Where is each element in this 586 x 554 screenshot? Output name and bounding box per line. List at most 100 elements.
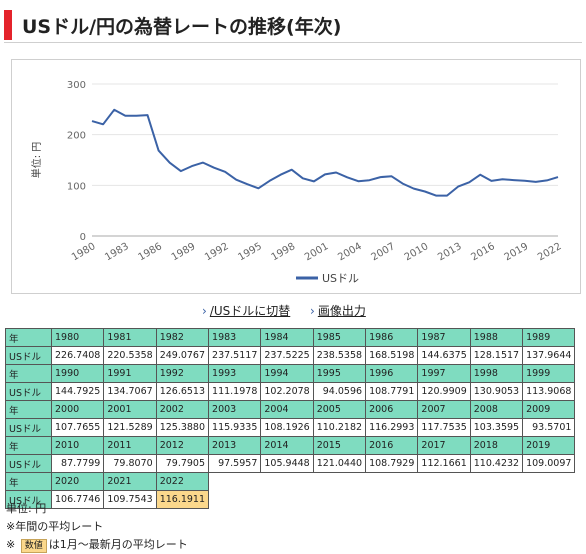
latest-rate-cell: 116.1911 bbox=[155, 490, 210, 509]
year-cell: 1997 bbox=[417, 364, 471, 383]
x-tick-label: 1989 bbox=[170, 241, 198, 263]
x-tick-label: 2022 bbox=[536, 241, 564, 263]
rate-cell: 112.1661 bbox=[417, 454, 471, 473]
rate-cell: 128.1517 bbox=[469, 346, 524, 365]
data-point bbox=[311, 179, 316, 184]
rate-cell: 144.7925 bbox=[50, 382, 105, 401]
rate-cell: 121.5289 bbox=[103, 418, 157, 437]
year-cell: 2010 bbox=[50, 436, 105, 455]
rate-cell: 220.5358 bbox=[103, 346, 157, 365]
latest-note-prefix: ※ bbox=[6, 538, 16, 551]
data-point bbox=[178, 169, 183, 174]
year-cell: 1980 bbox=[50, 328, 105, 347]
currency-row-label: USドル bbox=[5, 454, 52, 473]
year-cell: 2021 bbox=[103, 472, 157, 491]
empty-cell bbox=[470, 473, 522, 491]
data-point bbox=[123, 113, 128, 118]
data-point bbox=[145, 113, 150, 118]
table-year-row: 年 1990 1991 1992 1993 1994 1995 1996 1997 1998 199… bbox=[5, 364, 576, 383]
empty-cell bbox=[261, 473, 313, 491]
unit-note: 単位: 円 bbox=[6, 502, 47, 515]
year-cell: 1986 bbox=[365, 328, 419, 347]
year-cell: 2017 bbox=[417, 436, 471, 455]
latest-note: ※ 数値 は1月～最新月の平均レート bbox=[6, 536, 188, 554]
rate-cell: 168.5198 bbox=[365, 346, 419, 365]
rate-cell: 249.0767 bbox=[155, 346, 210, 365]
rate-cell: 87.7799 bbox=[50, 454, 105, 473]
x-tick-label: 2004 bbox=[336, 241, 364, 263]
year-header-label: 年 bbox=[5, 328, 52, 347]
year-cell: 2002 bbox=[155, 400, 210, 419]
rate-cell: 121.0440 bbox=[312, 454, 367, 473]
rate-cell: 102.2078 bbox=[260, 382, 314, 401]
year-header-label: 年 bbox=[5, 364, 52, 383]
year-cell: 1993 bbox=[208, 364, 262, 383]
rate-cell: 134.7067 bbox=[103, 382, 157, 401]
x-tick-label: 2013 bbox=[436, 241, 464, 263]
rate-cell: 116.2993 bbox=[365, 418, 419, 437]
year-cell: 1990 bbox=[50, 364, 105, 383]
year-cell: 2016 bbox=[365, 436, 419, 455]
data-point bbox=[522, 178, 527, 183]
year-cell: 2009 bbox=[522, 400, 576, 419]
year-cell: 2013 bbox=[208, 436, 262, 455]
rate-cell: 94.0596 bbox=[312, 382, 367, 401]
rate-cell: 115.9335 bbox=[208, 418, 262, 437]
rate-cell: 108.7929 bbox=[365, 454, 419, 473]
year-header-label: 年 bbox=[5, 472, 52, 491]
empty-cell bbox=[418, 473, 470, 491]
x-tick-label: 1998 bbox=[270, 241, 298, 263]
year-cell: 1984 bbox=[260, 328, 314, 347]
latest-value-badge: 数値 bbox=[20, 539, 47, 553]
year-cell: 1991 bbox=[103, 364, 157, 383]
data-point bbox=[278, 172, 283, 177]
year-cell: 1995 bbox=[312, 364, 367, 383]
empty-cell bbox=[366, 491, 418, 509]
empty-cell bbox=[523, 473, 575, 491]
data-point bbox=[212, 165, 217, 170]
empty-cell bbox=[366, 473, 418, 491]
export-image-link[interactable]: › 画像出力 bbox=[310, 302, 366, 319]
year-cell: 1983 bbox=[208, 328, 262, 347]
empty-cell bbox=[209, 491, 261, 509]
data-point bbox=[156, 148, 161, 153]
data-point bbox=[533, 179, 538, 184]
y-tick-label: 0 bbox=[80, 232, 86, 243]
year-cell: 1996 bbox=[365, 364, 419, 383]
legend-label: USドル bbox=[322, 272, 359, 285]
rate-cell: 110.2182 bbox=[312, 418, 367, 437]
rate-cell: 120.9909 bbox=[417, 382, 471, 401]
x-tick-label: 1995 bbox=[236, 241, 264, 263]
year-cell: 1992 bbox=[155, 364, 210, 383]
rate-cell: 79.7905 bbox=[155, 454, 210, 473]
rate-cell: 238.5358 bbox=[312, 346, 367, 365]
rate-cell: 103.3595 bbox=[469, 418, 524, 437]
rate-cell: 130.9053 bbox=[469, 382, 524, 401]
rate-cell: 108.7791 bbox=[365, 382, 419, 401]
export-image-label: 画像出力 bbox=[317, 304, 366, 318]
year-header-label: 年 bbox=[5, 436, 52, 455]
table-value-row: USドル 144.7925 134.7067 126.6513 111.1978 102.… bbox=[5, 382, 576, 401]
switch-currency-link[interactable]: ›/USドルに切替 bbox=[202, 302, 290, 319]
data-point bbox=[356, 179, 361, 184]
data-point bbox=[445, 193, 450, 198]
x-tick-label: 2019 bbox=[503, 241, 531, 263]
x-tick-label: 2016 bbox=[469, 241, 497, 263]
y-axis-label: 単位: 円 bbox=[30, 142, 43, 179]
year-header-label: 年 bbox=[5, 400, 52, 419]
x-tick-label: 1983 bbox=[103, 241, 131, 263]
currency-row-label: USドル bbox=[5, 382, 52, 401]
rate-cell: 109.7543 bbox=[103, 490, 157, 509]
year-cell: 2005 bbox=[312, 400, 367, 419]
rate-cell: 108.1926 bbox=[260, 418, 314, 437]
empty-cell bbox=[523, 491, 575, 509]
year-cell: 2001 bbox=[103, 400, 157, 419]
chevron-right-icon: › bbox=[202, 304, 207, 318]
data-point bbox=[511, 178, 516, 183]
year-cell: 1989 bbox=[522, 328, 576, 347]
rate-cell: 125.3880 bbox=[155, 418, 210, 437]
notes: 単位: 円 ※年間の平均レート ※ 数値 は1月～最新月の平均レート bbox=[6, 500, 188, 554]
rate-cell: 105.9448 bbox=[260, 454, 314, 473]
year-cell: 1998 bbox=[469, 364, 524, 383]
